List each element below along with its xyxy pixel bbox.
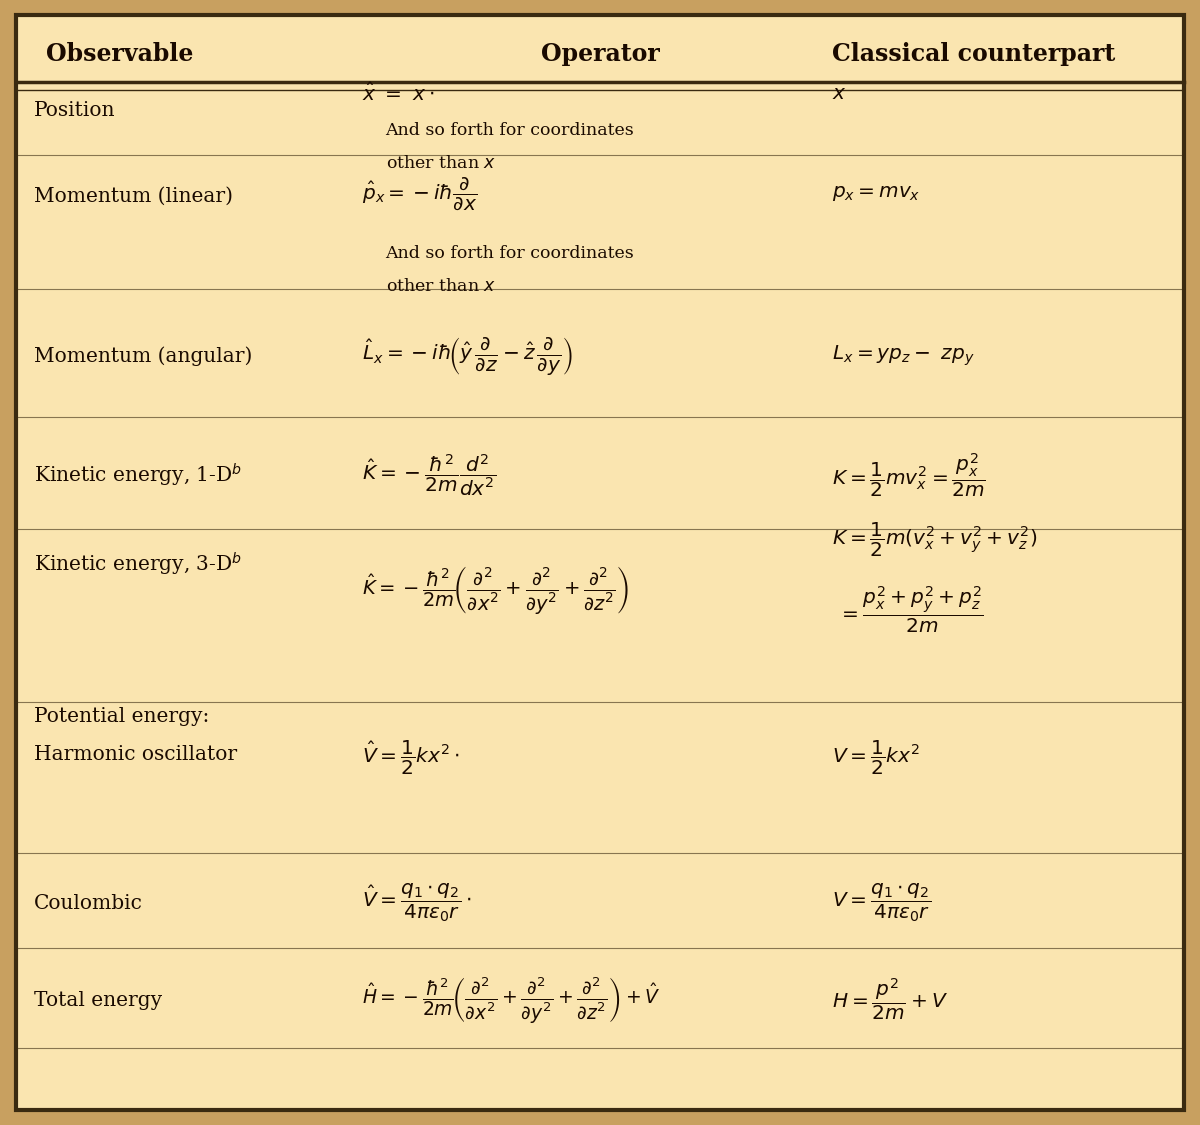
Text: $V = \dfrac{q_1 \cdot q_2}{4\pi\epsilon_0 r}$: $V = \dfrac{q_1 \cdot q_2}{4\pi\epsilon_… — [833, 882, 931, 925]
Text: Kinetic energy, 1-D$^b$: Kinetic energy, 1-D$^b$ — [34, 461, 242, 489]
Text: And so forth for coordinates: And so forth for coordinates — [385, 122, 635, 138]
Text: $H = \dfrac{p^2}{2m} + V$: $H = \dfrac{p^2}{2m} + V$ — [833, 978, 948, 1024]
Text: Potential energy:: Potential energy: — [34, 708, 209, 726]
Text: And so forth for coordinates: And so forth for coordinates — [385, 244, 635, 262]
Text: $K = \dfrac{1}{2}m(v_x^2 + v_y^2 + v_z^2)$: $K = \dfrac{1}{2}m(v_x^2 + v_y^2 + v_z^2… — [833, 521, 1038, 559]
Text: $K = \dfrac{1}{2}mv_x^2 = \dfrac{p_x^2}{2m}$: $K = \dfrac{1}{2}mv_x^2 = \dfrac{p_x^2}{… — [833, 451, 986, 500]
Text: $= \dfrac{p_x^2 + p_y^2 + p_z^2}{2m}$: $= \dfrac{p_x^2 + p_y^2 + p_z^2}{2m}$ — [839, 584, 984, 634]
Text: $\hat{V} = \dfrac{1}{2}kx^2\cdot$: $\hat{V} = \dfrac{1}{2}kx^2\cdot$ — [361, 739, 460, 777]
Text: Position: Position — [34, 101, 115, 119]
Text: other than $x$: other than $x$ — [385, 278, 496, 295]
Text: $\hat{V} = \dfrac{q_1 \cdot q_2}{4\pi\epsilon_0 r}\cdot$: $\hat{V} = \dfrac{q_1 \cdot q_2}{4\pi\ep… — [361, 882, 472, 925]
Text: $L_x = yp_z -\ zp_y$: $L_x = yp_z -\ zp_y$ — [833, 343, 974, 368]
Text: Operator: Operator — [541, 43, 659, 66]
Text: $V = \dfrac{1}{2}kx^2$: $V = \dfrac{1}{2}kx^2$ — [833, 739, 920, 777]
Text: Momentum (linear): Momentum (linear) — [34, 187, 233, 206]
Text: other than $x$: other than $x$ — [385, 155, 496, 172]
Text: $\hat{K} = -\dfrac{\hbar^2}{2m}\!\left(\dfrac{\partial^2}{\partial x^2} + \dfrac: $\hat{K} = -\dfrac{\hbar^2}{2m}\!\left(\… — [361, 565, 629, 616]
Text: $\hat{p}_x = -i\hbar\dfrac{\partial}{\partial x}$: $\hat{p}_x = -i\hbar\dfrac{\partial}{\pa… — [361, 176, 478, 213]
Text: $x$: $x$ — [833, 84, 847, 104]
Text: $\hat{x}\ =\ x\cdot$: $\hat{x}\ =\ x\cdot$ — [361, 82, 434, 105]
Text: Observable: Observable — [46, 43, 193, 66]
Text: Total energy: Total energy — [34, 991, 162, 1010]
Text: Classical counterpart: Classical counterpart — [833, 43, 1116, 66]
Text: Harmonic oscillator: Harmonic oscillator — [34, 745, 238, 764]
Text: $\hat{K} = -\dfrac{\hbar^2}{2m}\dfrac{d^2}{dx^2}$: $\hat{K} = -\dfrac{\hbar^2}{2m}\dfrac{d^… — [361, 452, 496, 498]
Text: Kinetic energy, 3-D$^b$: Kinetic energy, 3-D$^b$ — [34, 551, 242, 578]
Text: Momentum (angular): Momentum (angular) — [34, 346, 252, 366]
Text: Coulombic: Coulombic — [34, 893, 143, 912]
Text: $\hat{L}_x = -i\hbar\!\left(\hat{y}\,\dfrac{\partial}{\partial z} - \hat{z}\,\df: $\hat{L}_x = -i\hbar\!\left(\hat{y}\,\df… — [361, 335, 572, 377]
Text: $\hat{H} = -\dfrac{\hbar^2}{2m}\!\left(\dfrac{\partial^2}{\partial x^2} + \dfrac: $\hat{H} = -\dfrac{\hbar^2}{2m}\!\left(\… — [361, 975, 660, 1025]
Text: $p_x = mv_x$: $p_x = mv_x$ — [833, 184, 920, 204]
